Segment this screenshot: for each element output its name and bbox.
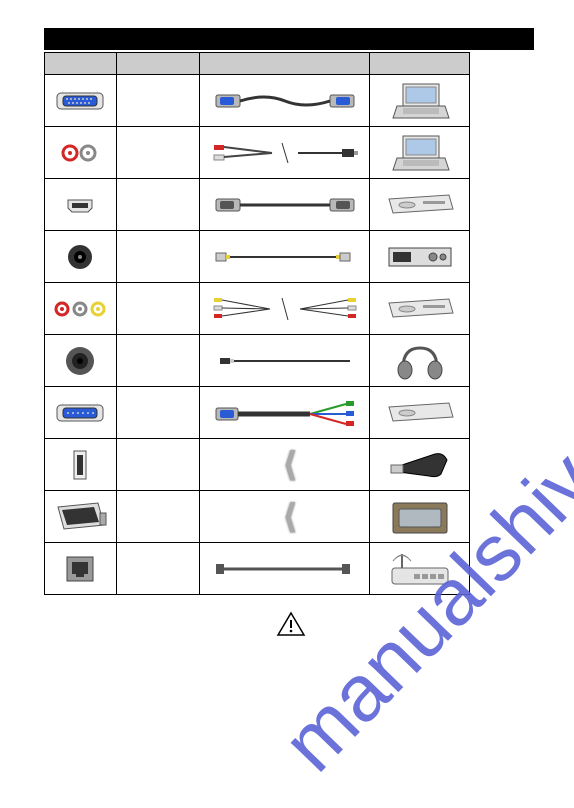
dvd-player-icon (383, 295, 457, 323)
connector-cell (45, 439, 117, 491)
type-cell (116, 231, 199, 283)
rca-rw-icon (58, 141, 102, 165)
type-cell (116, 543, 199, 595)
cable-cell (200, 231, 370, 283)
table-row (45, 127, 470, 179)
connector-cell (45, 127, 117, 179)
vga-port-icon (53, 88, 107, 114)
type-cell (116, 335, 199, 387)
cable-cell (200, 75, 370, 127)
col-connector (45, 53, 117, 75)
hdmi-port-icon (62, 194, 98, 216)
type-cell (116, 127, 199, 179)
connector-cell (45, 387, 117, 439)
connection-table: ⟨⟨⟨⟨ (44, 52, 470, 595)
connector-cell (45, 335, 117, 387)
col-cable (200, 53, 370, 75)
cable-cell (200, 127, 370, 179)
component-cable-icon (210, 398, 360, 428)
dvd-player-icon (383, 399, 457, 427)
type-cell (116, 283, 199, 335)
cable-cell (200, 387, 370, 439)
rca-triple-cable-icon (210, 294, 360, 324)
cable-cell (200, 283, 370, 335)
laptop-icon (389, 80, 451, 122)
table-row (45, 283, 470, 335)
table-row (45, 543, 470, 595)
cable-cell (200, 543, 370, 595)
connector-cell (45, 491, 117, 543)
device-cell (370, 491, 470, 543)
col-type (116, 53, 199, 75)
cable-cell (200, 179, 370, 231)
rca-rwy-icon (52, 298, 108, 320)
device-cell (370, 387, 470, 439)
type-cell (116, 491, 199, 543)
connector-cell (45, 543, 117, 595)
headphones-icon (391, 340, 449, 382)
ethernet-port-icon (63, 553, 97, 585)
device-cell (370, 231, 470, 283)
type-cell (116, 439, 199, 491)
device-cell (370, 543, 470, 595)
aux-cable-icon (210, 352, 360, 370)
section-header-bar (44, 28, 534, 50)
device-cell (370, 283, 470, 335)
ci-card-icon (387, 497, 453, 537)
table-header-row (45, 53, 470, 75)
table-row (45, 387, 470, 439)
caution-icon (48, 611, 534, 637)
laptop-icon (389, 132, 451, 174)
router-icon (384, 548, 456, 590)
rca-mini-cable-icon (210, 139, 360, 167)
type-cell (116, 75, 199, 127)
device-cell (370, 179, 470, 231)
table-row (45, 231, 470, 283)
device-cell (370, 439, 470, 491)
cable-cell: ⟨⟨⟨⟨ (200, 439, 370, 491)
usb-stick-icon (385, 448, 455, 482)
type-cell (116, 387, 199, 439)
ci-slot-icon (52, 499, 108, 535)
receiver-icon (383, 242, 457, 272)
cable-cell: ⟨⟨⟨⟨ (200, 491, 370, 543)
table-row: ⟨⟨⟨⟨ (45, 439, 470, 491)
device-cell (370, 335, 470, 387)
connector-cell (45, 75, 117, 127)
vga-cable-icon (210, 192, 360, 218)
table-row (45, 75, 470, 127)
type-cell (116, 179, 199, 231)
cable-cell (200, 335, 370, 387)
usb-port-icon (70, 447, 90, 483)
table-row (45, 335, 470, 387)
col-device (370, 53, 470, 75)
coax-cable-icon (210, 247, 360, 267)
coax-jack-icon (64, 241, 96, 273)
vga-port-icon (53, 400, 107, 426)
table-row (45, 179, 470, 231)
device-cell (370, 127, 470, 179)
device-cell (370, 75, 470, 127)
vga-cable-icon (210, 87, 360, 115)
table-row: ⟨⟨⟨⟨ (45, 491, 470, 543)
connector-cell (45, 283, 117, 335)
dvd-player-icon (383, 191, 457, 219)
ethernet-cable-icon (210, 559, 360, 579)
headphone-jack-icon (62, 343, 98, 379)
connector-cell (45, 231, 117, 283)
connector-cell (45, 179, 117, 231)
